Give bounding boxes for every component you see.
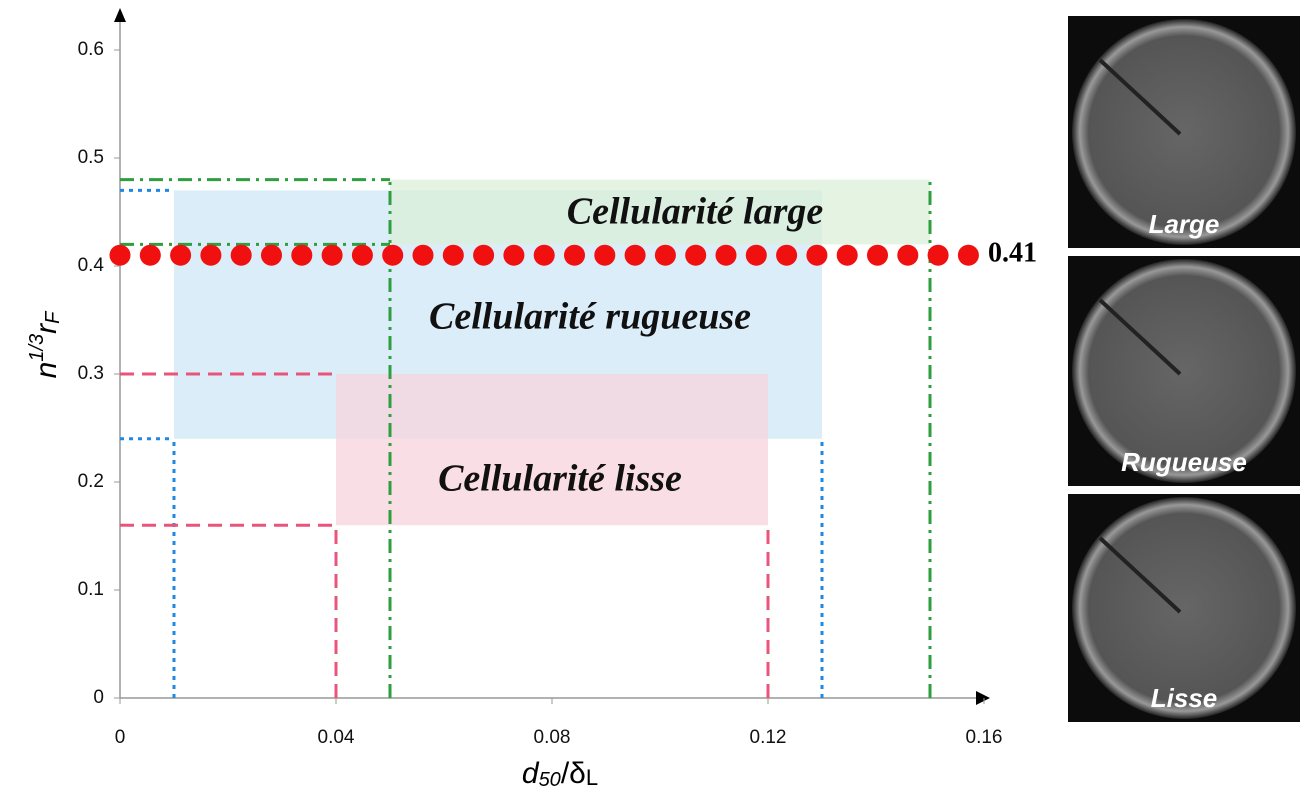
threshold-dot (230, 244, 252, 266)
threshold-dot (957, 244, 979, 266)
threshold-dot (745, 244, 767, 266)
threshold-dot (715, 244, 737, 266)
threshold-dot (200, 244, 222, 266)
threshold-dot (321, 244, 343, 266)
threshold-dot (503, 244, 525, 266)
y-axis-arrow (114, 8, 126, 22)
photo-disc (1072, 19, 1296, 245)
photo-disc (1072, 497, 1296, 719)
threshold-dot (170, 244, 192, 266)
threshold-dot (442, 244, 464, 266)
y-tick-label: 0.3 (78, 363, 104, 384)
photo-caption: Rugueuse (1121, 447, 1247, 477)
photo-probe (1098, 298, 1182, 376)
threshold-dot (261, 244, 282, 266)
threshold-dot (564, 244, 585, 266)
threshold-dot (897, 244, 919, 266)
y-tick-label: 0.6 (78, 39, 104, 60)
x-tick-label: 0.04 (318, 727, 355, 748)
threshold-dot (291, 244, 313, 266)
region (390, 179, 930, 245)
y-tick-label: 0.2 (78, 471, 104, 492)
threshold-dot (836, 244, 858, 266)
photo-probe (1098, 58, 1182, 136)
photo-caption: Large (1149, 209, 1220, 239)
threshold-label: 0.41 (988, 238, 1037, 269)
threshold-dot (382, 244, 404, 266)
y-tick-label: 0.4 (78, 255, 105, 276)
threshold-dot (927, 244, 949, 266)
photo-disc (1072, 259, 1296, 483)
x-tick-label: 0.08 (534, 727, 571, 748)
threshold-dot (139, 244, 161, 266)
x-axis-label: d50/δL (522, 757, 598, 791)
region-label: Cellularité large (567, 191, 824, 233)
threshold-dot (594, 244, 616, 266)
x-tick-label: 0.12 (750, 727, 787, 748)
photo-caption: Lisse (1151, 683, 1218, 713)
y-tick-label: 0.5 (78, 147, 104, 168)
region (336, 374, 768, 526)
threshold-dot (473, 244, 495, 266)
threshold-dot (685, 244, 707, 266)
region-label: Cellularité lisse (438, 458, 682, 500)
threshold-line (109, 244, 979, 266)
threshold-dot (624, 244, 646, 266)
threshold-dot (867, 244, 888, 266)
threshold-dot (654, 244, 676, 266)
photo-probe (1098, 536, 1182, 614)
threshold-dot (806, 244, 828, 266)
x-axis-arrow (976, 691, 990, 705)
threshold-dot (533, 244, 555, 266)
y-tick-label: 0 (93, 687, 104, 708)
threshold-dot (109, 244, 131, 266)
y-tick-label: 0.1 (78, 579, 104, 600)
y-axis-label: n1/3rF (26, 310, 64, 379)
x-tick-label: 0 (115, 727, 126, 748)
threshold-dot (412, 244, 434, 266)
x-tick-label: 0.16 (966, 727, 1003, 748)
threshold-dot (351, 244, 373, 266)
region-label: Cellularité rugueuse (429, 296, 751, 338)
threshold-dot (776, 244, 798, 266)
